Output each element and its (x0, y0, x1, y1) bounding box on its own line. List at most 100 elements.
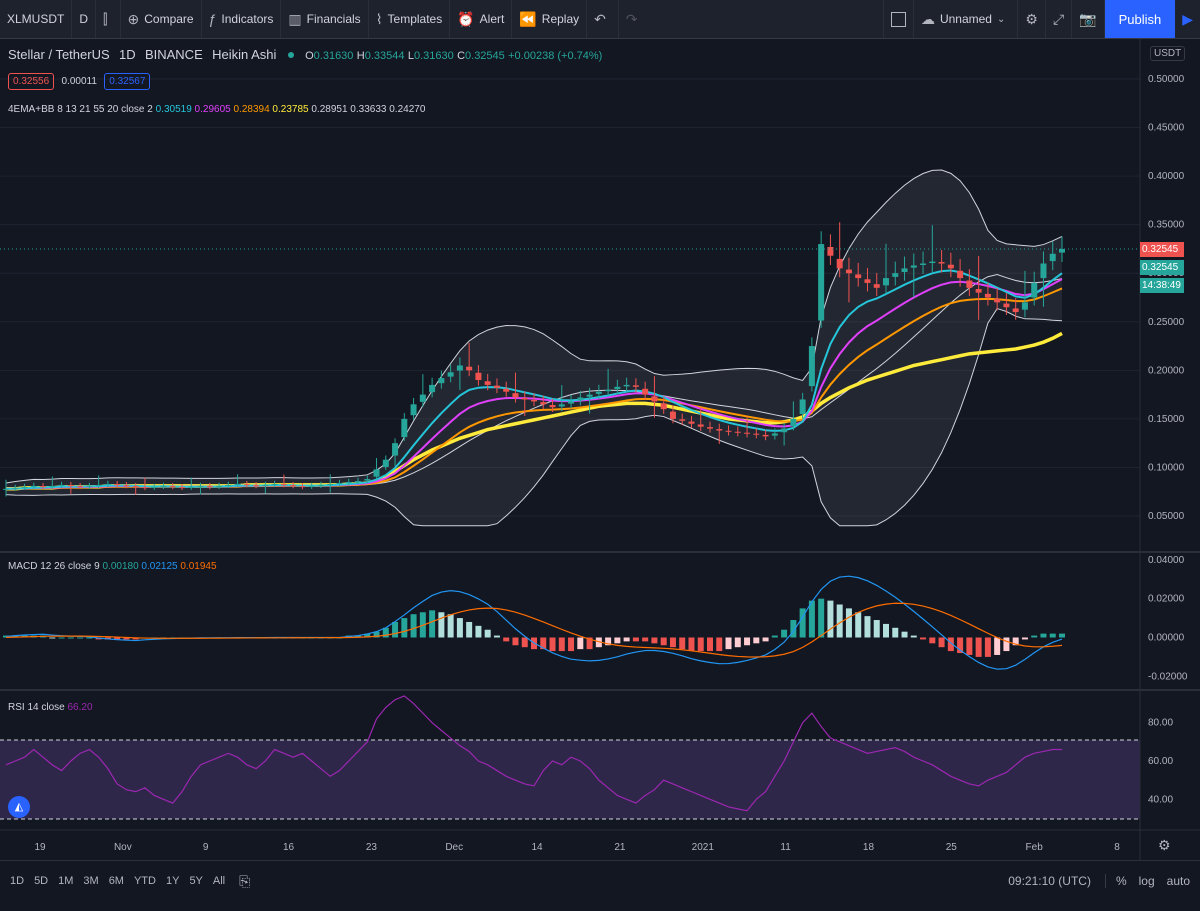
macd-histogram-bar (447, 614, 454, 638)
percent-toggle[interactable]: % (1104, 874, 1127, 888)
candle-body (12, 487, 19, 489)
templates-button[interactable]: ⌇ Templates (369, 0, 451, 38)
symbol-search[interactable]: XLMUSDT (0, 0, 73, 38)
fullscreen-icon: ⤢ (1052, 10, 1065, 27)
ema-bb-legend[interactable]: 4EMA+BB 8 13 21 55 20 close 2 0.30519 0.… (8, 104, 425, 115)
time-axis-label: 23 (366, 842, 378, 853)
fullscreen-button[interactable]: ⤢ (1046, 0, 1073, 38)
undo-button[interactable]: ↶ (587, 0, 619, 38)
candles-icon: ⫿ (103, 10, 108, 27)
candle-body (290, 485, 297, 487)
macd-histogram-bar (975, 637, 982, 657)
sell-button[interactable]: 0.32556 (8, 73, 55, 90)
rsi-value: 66.20 (67, 702, 93, 713)
macd-histogram-bar (586, 637, 593, 650)
chart-background (0, 39, 1140, 860)
macd-histogram-bar (957, 637, 964, 654)
macd-histogram-bar (697, 637, 704, 652)
toggle-right-panel-button[interactable]: ▶ (1175, 0, 1200, 38)
replay-button[interactable]: ⏪ Replay (512, 0, 588, 38)
layout-toggle[interactable] (882, 0, 914, 38)
indicators-button[interactable]: ƒ Indicators (202, 0, 282, 38)
range-button-6m[interactable]: 6M (108, 875, 124, 887)
candle-body (920, 263, 927, 265)
range-button-5y[interactable]: 5Y (189, 875, 203, 887)
range-button-all[interactable]: All (212, 875, 226, 887)
time-axis-label: 25 (946, 842, 958, 853)
candles (3, 222, 1065, 497)
camera-icon: 📷 (1079, 10, 1097, 27)
compare-button[interactable]: ⊕ Compare (121, 0, 202, 38)
time-axis-labels[interactable]: 19 Nov 9 16 23 Dec 14 21 2021 11 18 25 Feb 8 (34, 842, 1120, 853)
financials-button[interactable]: ▥ Financials (281, 0, 369, 38)
chart-settings-gear-icon[interactable]: ⚙ (1158, 837, 1171, 853)
clock-time[interactable]: 09:21:10 (UTC) (1008, 874, 1091, 888)
range-button-1y[interactable]: 1Y (165, 875, 180, 887)
macd-histogram-bar (790, 620, 797, 638)
candle-body (558, 404, 565, 407)
log-toggle[interactable]: log (1138, 874, 1155, 888)
price-scale-ticks[interactable]: 0.500000.450000.400000.350000.300000.250… (1148, 74, 1185, 522)
macd-histogram-bar (660, 637, 667, 646)
macd-histogram-bar (484, 629, 491, 638)
macd-histogram-bar (744, 637, 751, 646)
layout-name-dropdown[interactable]: ☁ Unnamed ⌄ (914, 0, 1019, 38)
time-axis-label: 16 (283, 842, 295, 853)
candle-body (883, 278, 889, 286)
range-button-1d[interactable]: 1D (10, 875, 25, 887)
macd-histogram-bar (364, 633, 371, 638)
time-axis-label: Nov (114, 842, 132, 853)
candle-body (855, 274, 862, 279)
time-axis-label: 8 (1114, 842, 1120, 853)
alert-button[interactable]: ⏰ Alert (450, 0, 513, 38)
candle-body (540, 402, 547, 405)
range-button-1m[interactable]: 1M (58, 875, 74, 887)
macd-histogram-bar (771, 635, 778, 638)
ohlc-low-label: L (407, 50, 414, 62)
snapshot-button[interactable]: 📷 (1072, 0, 1105, 38)
redo-button[interactable]: ↷ (619, 0, 650, 38)
publish-button[interactable]: Publish (1104, 0, 1176, 38)
ema-bb-value: 0.33633 (347, 104, 387, 115)
goto-date-icon[interactable]: ⎘ (239, 872, 251, 889)
candle-body (818, 244, 825, 321)
range-button-ytd[interactable]: YTD (133, 875, 156, 887)
rsi-tick-label: 80.00 (1148, 718, 1173, 729)
rsi-band-fill (0, 740, 1140, 819)
candle-body (253, 485, 260, 487)
chart-canvas[interactable]: 0.500000.450000.400000.350000.300000.250… (0, 39, 1200, 860)
currency-label[interactable]: USDT (1150, 46, 1186, 61)
range-button-5d[interactable]: 5D (34, 875, 49, 887)
tradingview-logo-icon[interactable]: ◭ (8, 796, 30, 818)
macd-histogram-bar (521, 637, 528, 648)
buy-button[interactable]: 0.32567 (104, 73, 151, 90)
candle-body (77, 486, 84, 488)
candle-body (141, 487, 148, 489)
macd-histogram-bar (86, 637, 93, 639)
price-tick-label: 0.40000 (1148, 171, 1185, 182)
legend-chart-style: Heikin Ashi (212, 47, 277, 62)
ohlc-high: 0.33544 (364, 50, 405, 62)
rsi-scale-ticks[interactable]: 80.00 60.00 40.00 (1148, 718, 1173, 806)
macd-histogram-bar (845, 608, 852, 638)
ema-bb-value: 0.30519 (155, 104, 192, 115)
interval-button[interactable]: D (72, 0, 97, 38)
candle-body (586, 394, 593, 397)
macd-histogram-bar (114, 637, 121, 640)
symbol-label: XLMUSDT (7, 12, 65, 26)
candle-body (3, 488, 9, 490)
macd-histogram-bar (781, 629, 788, 638)
macd-scale-ticks[interactable]: 0.04000 0.02000 0.00000 -0.02000 (1148, 555, 1188, 682)
chart-style-button[interactable]: ⫿ (96, 0, 121, 38)
ema-bb-value: 0.28951 (308, 104, 348, 115)
range-button-3m[interactable]: 3M (83, 875, 99, 887)
macd-legend[interactable]: MACD 12 26 close 9 0.00180 0.02125 0.019… (8, 561, 217, 572)
macd-value: 0.00180 (102, 561, 139, 572)
auto-toggle[interactable]: auto (1166, 874, 1190, 888)
settings-button[interactable]: ⚙ (1018, 0, 1046, 38)
candle-body (521, 398, 528, 400)
buy-sell-panel: 0.32556 0.00011 0.32567 (8, 73, 151, 90)
rsi-legend[interactable]: RSI 14 close 66.20 (8, 702, 93, 713)
ohlc-open-label: O (305, 50, 314, 62)
main-legend[interactable]: Stellar / TetherUS 1D BINANCE Heikin Ash… (8, 47, 602, 62)
